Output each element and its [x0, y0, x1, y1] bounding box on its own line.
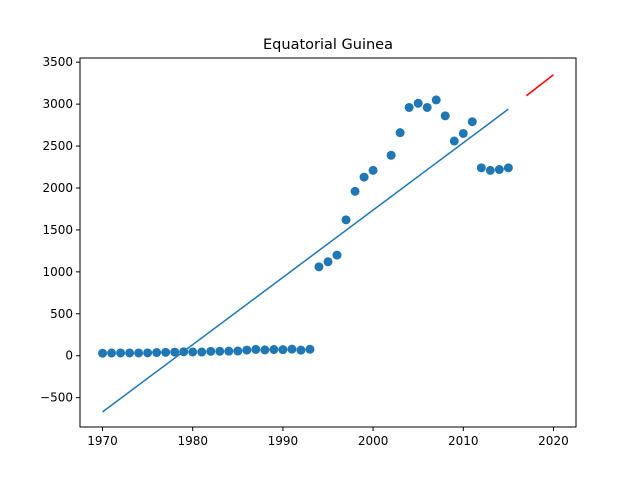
data-point: [395, 128, 405, 138]
data-point: [98, 348, 108, 358]
data-point: [503, 163, 513, 173]
data-point: [242, 345, 252, 355]
data-point: [125, 348, 135, 358]
x-tick-label: 1980: [177, 434, 208, 448]
data-point: [296, 345, 306, 355]
data-point: [278, 345, 288, 355]
y-tick-label: −500: [40, 391, 73, 405]
x-tick-label: 2000: [358, 434, 389, 448]
data-point: [116, 348, 126, 358]
data-point: [233, 346, 243, 356]
data-point: [197, 347, 207, 357]
x-tick-label: 2020: [538, 434, 569, 448]
x-axis: 1970 1980 1990 2000 2010 2020: [87, 427, 569, 448]
x-tick-label: 2010: [448, 434, 479, 448]
data-point: [224, 346, 234, 356]
data-point: [404, 102, 414, 112]
data-point: [287, 344, 297, 354]
y-tick-label: 1000: [42, 265, 73, 279]
y-tick-label: 3500: [42, 55, 73, 69]
data-point: [305, 344, 315, 354]
data-point: [134, 348, 144, 358]
x-tick-label: 1970: [87, 434, 118, 448]
data-point: [206, 346, 216, 356]
data-point: [350, 186, 360, 196]
data-point: [476, 163, 486, 173]
y-tick-label: 3000: [42, 97, 73, 111]
trend-line: [102, 108, 509, 413]
y-tick-label: 1500: [42, 223, 73, 237]
plot-content: [98, 74, 554, 413]
chart-title: Equatorial Guinea: [263, 37, 393, 53]
data-point: [485, 165, 495, 175]
data-point: [314, 262, 324, 272]
data-point: [341, 215, 351, 225]
data-point: [494, 165, 504, 175]
data-point: [269, 345, 279, 355]
y-tick-label: 2000: [42, 181, 73, 195]
data-point: [332, 250, 342, 260]
data-point: [143, 348, 153, 358]
forecast-line: [525, 74, 554, 97]
data-point: [413, 98, 423, 108]
y-tick-label: 0: [65, 349, 73, 363]
y-tick-label: 500: [50, 307, 73, 321]
data-point: [440, 111, 450, 121]
data-point: [251, 344, 261, 354]
y-tick-label: 2500: [42, 139, 73, 153]
data-point: [449, 136, 459, 146]
data-point: [467, 117, 477, 127]
data-point: [359, 172, 369, 182]
data-point: [161, 347, 171, 357]
data-point: [323, 257, 333, 267]
data-point: [152, 348, 162, 358]
data-point: [260, 345, 270, 355]
data-point: [422, 102, 432, 112]
axes-frame: [79, 57, 577, 428]
data-point: [368, 165, 378, 175]
data-point: [107, 348, 117, 358]
data-point: [188, 347, 198, 357]
data-point: [431, 95, 441, 105]
data-point: [170, 347, 180, 357]
data-point: [386, 150, 396, 160]
x-tick-label: 1990: [268, 434, 299, 448]
data-point: [458, 128, 468, 138]
y-axis: −500 0 500 1000 1500 2000 2500 3000 3500: [40, 55, 80, 405]
data-point: [215, 346, 225, 356]
